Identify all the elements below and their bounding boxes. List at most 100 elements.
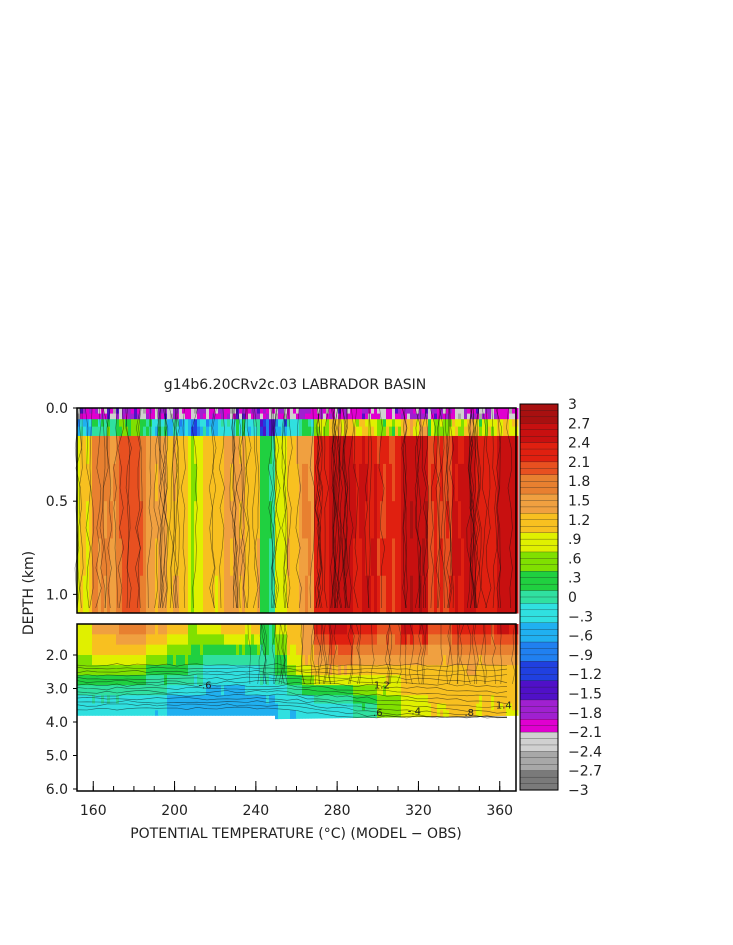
upper-cell (464, 408, 468, 415)
lower-cell (251, 624, 255, 635)
contour-line (75, 407, 83, 609)
upper-cell (239, 426, 243, 437)
lower-cell (443, 703, 447, 711)
upper-cell (482, 501, 486, 539)
upper-cell (218, 501, 222, 539)
lower-cell (218, 695, 222, 705)
upper-cell (425, 463, 429, 502)
upper-cell (314, 426, 318, 437)
upper-cell (101, 463, 105, 502)
upper-cell (308, 419, 312, 428)
lower-cell (434, 703, 438, 711)
lower-cell (398, 695, 402, 705)
lower-cell (341, 634, 345, 646)
upper-cell (362, 408, 366, 415)
upper-cell (224, 419, 228, 428)
upper-panel (74, 407, 519, 614)
upper-cell (227, 408, 231, 415)
contour-line (404, 623, 407, 685)
lower-cell (110, 675, 114, 686)
upper-cell (191, 435, 195, 465)
lower-cell (116, 655, 120, 666)
lower-cell (443, 644, 447, 656)
upper-cell (257, 538, 261, 577)
lower-cell (260, 703, 264, 711)
lower-cell (341, 685, 345, 696)
lower-cell (170, 710, 174, 716)
contour-line (446, 623, 451, 685)
lower-cell (275, 644, 279, 656)
upper-cell (347, 413, 351, 420)
upper-cell (467, 419, 471, 428)
lower-cell (245, 685, 249, 696)
upper-cell (323, 575, 327, 614)
upper-cell (254, 501, 258, 539)
upper-cell (311, 413, 315, 420)
lower-cell (251, 685, 255, 696)
upper-cell (140, 419, 144, 428)
lower-cell (179, 655, 183, 666)
lower-cell (506, 644, 510, 656)
upper-cell (449, 426, 453, 437)
upper-cell (92, 435, 96, 465)
lower-cell (311, 695, 315, 705)
upper-cell (398, 413, 402, 420)
upper-cell (98, 501, 102, 539)
lower-cell (407, 634, 411, 646)
upper-cell (176, 575, 180, 614)
lower-cell (215, 703, 219, 711)
lower-cell (248, 644, 252, 656)
lower-cell (107, 665, 111, 676)
upper-cell (473, 419, 477, 428)
upper-cell (296, 463, 300, 502)
upper-cell (86, 463, 90, 502)
contour-line (286, 407, 293, 609)
lower-cell (464, 644, 468, 656)
upper-cell (245, 575, 249, 614)
upper-cell (167, 413, 171, 420)
lower-cell (302, 655, 306, 666)
upper-cell (107, 408, 111, 415)
lower-cell (83, 624, 87, 635)
upper-cell (275, 419, 279, 428)
upper-cell (431, 575, 435, 614)
lower-cell (248, 685, 252, 696)
upper-cell (293, 435, 297, 465)
contour-line (76, 696, 508, 719)
upper-cell (95, 463, 99, 502)
lower-cell (179, 644, 183, 656)
upper-cell (401, 435, 405, 465)
upper-cell (359, 463, 363, 502)
upper-cell (122, 413, 126, 420)
upper-cell (227, 426, 231, 437)
upper-cell (479, 538, 483, 577)
upper-cell (317, 538, 321, 577)
upper-cell (428, 463, 432, 502)
lower-cell (128, 710, 132, 716)
lower-cell (299, 634, 303, 646)
lower-cell (206, 685, 210, 696)
upper-cell (308, 463, 312, 502)
lower-cell (176, 685, 180, 696)
lower-cell (455, 710, 459, 717)
upper-cell (506, 463, 510, 502)
lower-cell (167, 695, 171, 705)
upper-cell (164, 538, 168, 577)
colorbar-swatch (519, 629, 559, 637)
upper-cell (134, 419, 138, 428)
upper-cell (206, 501, 210, 539)
upper-cell (353, 419, 357, 428)
lower-cell (191, 665, 195, 676)
upper-cell (365, 463, 369, 502)
upper-cell (296, 435, 300, 465)
lower-cell (386, 655, 390, 666)
lower-cell (494, 624, 498, 635)
lower-cell (140, 634, 144, 646)
upper-cell (308, 408, 312, 415)
upper-cell (149, 435, 153, 465)
upper-cell (161, 435, 165, 465)
upper-cell (470, 501, 474, 539)
lower-cell (170, 685, 174, 696)
upper-cell (104, 426, 108, 437)
contour-line (337, 407, 344, 609)
